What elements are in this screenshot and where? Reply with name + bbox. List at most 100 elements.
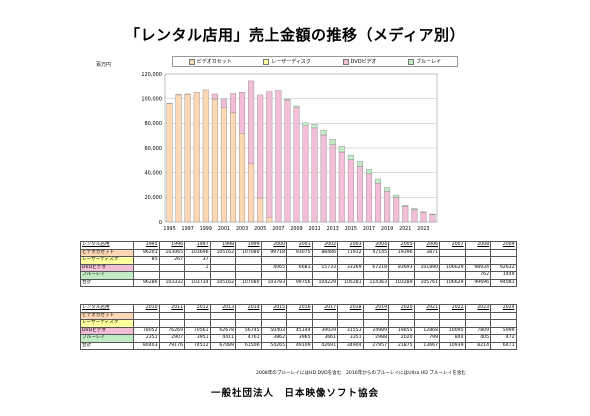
table-cell <box>184 311 211 320</box>
table2-row-bd: ブルーレイ 2351 2907 3951 4411 4761 3862 3965 3661 335… <box>80 334 517 343</box>
bar-video-1995 <box>166 103 173 223</box>
table2-row-total: 合計 80403 79176 74512 67089 61506 54265 49109 426… <box>80 341 517 350</box>
bar-bd-2011 <box>311 124 318 129</box>
table-cell: 10095 <box>439 326 466 335</box>
bar-dvd-2006 <box>266 91 273 218</box>
table-cell: 6681 <box>286 263 313 272</box>
table-year-header: 2003 <box>337 241 364 250</box>
table-cell <box>311 319 338 328</box>
table-cell: 33369 <box>337 263 364 272</box>
table-cell <box>184 271 211 280</box>
table-year-header: 2008 <box>464 241 491 250</box>
table-cell: 19396 <box>388 248 415 257</box>
table-year-header: 2001 <box>286 241 313 250</box>
table-cell: 45144 <box>286 326 313 335</box>
table-year-header: 2011 <box>158 304 185 313</box>
bar-video-2000 <box>211 98 218 223</box>
bar-dvd-2001 <box>220 98 227 108</box>
table-cell <box>413 311 440 320</box>
table-year-header: 2020 <box>388 304 415 313</box>
table-cell: 7809 <box>464 326 491 335</box>
bar-bd-2016 <box>356 161 363 167</box>
table-cell: 70561 <box>184 326 211 335</box>
table-cell: 6471 <box>490 341 517 350</box>
table-cell: 31553 <box>337 326 364 335</box>
table-cell: 4761 <box>235 334 262 343</box>
x-tick-label: 2009 <box>290 226 302 232</box>
table-cell: 15733 <box>311 263 338 272</box>
table-cell <box>362 271 389 280</box>
table-row-label: DVDビデオ <box>80 326 134 335</box>
bar-video-1996 <box>175 94 182 223</box>
table-cell <box>337 319 364 328</box>
table-year-header: 2021 <box>413 304 440 313</box>
table-cell: 67218 <box>362 263 389 272</box>
bar-video-1997 <box>184 93 191 223</box>
x-tick-label: 2023 <box>417 226 429 232</box>
table-cell <box>311 271 338 280</box>
table-year-header: 1996 <box>158 241 185 250</box>
table-cell <box>337 311 364 320</box>
table-row-label: 合計 <box>80 341 134 350</box>
table-cell <box>209 319 236 328</box>
legend-swatch-bd <box>408 58 415 65</box>
table-cell: 83693 <box>388 263 415 272</box>
table-cell: 472 <box>490 334 517 343</box>
table-cell: 3965 <box>286 334 313 343</box>
y-tick-label: 120,000 <box>141 72 162 78</box>
table-cell <box>464 248 491 257</box>
legend-label-bd: ブルーレイ <box>416 59 442 65</box>
legend-swatch-video <box>188 58 195 65</box>
table-cell <box>439 311 466 320</box>
table-cell: 844 <box>439 334 466 343</box>
table-year-header: 2002 <box>311 241 338 250</box>
x-tick-label: 1995 <box>163 226 175 232</box>
table-year-header: 2022 <box>439 304 466 313</box>
table2-row-dvd: DVDビデオ 78052 76269 70561 62678 56745 50403 4514… <box>80 326 517 335</box>
legend-item-dvd: DVDビデオ <box>342 58 377 65</box>
x-tick-label: 1997 <box>182 226 194 232</box>
table-cell: 76269 <box>158 326 185 335</box>
table-cell <box>362 256 389 265</box>
table-cell <box>209 256 236 265</box>
table-cell: 67089 <box>209 341 236 350</box>
legend-swatch-dvd <box>342 58 349 65</box>
table-cell <box>439 248 466 257</box>
table-cell: 105761 <box>413 278 440 287</box>
table-cell: 103734 <box>184 278 211 287</box>
table-cell: 101890 <box>413 263 440 272</box>
bar-bd-2017 <box>366 169 372 175</box>
bar-dvd-2011 <box>311 127 318 223</box>
bar-dvd-2009 <box>293 107 300 223</box>
bar-dvd-2022 <box>411 209 418 223</box>
bar-dvd-2014 <box>338 151 345 223</box>
table-cell <box>388 311 415 320</box>
table-cell: 2351 <box>133 334 160 343</box>
table-corner-label: レンタル店用 <box>80 304 134 313</box>
legend-swatch-ld <box>263 58 270 65</box>
table-cell <box>260 319 287 328</box>
table1-row-ld: レーザーディスク 85 267 37 <box>80 256 517 265</box>
table-cell: 103696 <box>184 248 211 257</box>
table-cell: 99756 <box>286 278 313 287</box>
bar-video-2005 <box>257 197 264 223</box>
table-cell <box>184 319 211 328</box>
table-year-header: 2005 <box>388 241 415 250</box>
table-cell: 13667 <box>413 341 440 350</box>
table-cell <box>490 256 517 265</box>
y-tick-label: 100,000 <box>141 96 162 102</box>
bar-video-2001 <box>220 107 227 223</box>
table-cell: 19855 <box>388 326 415 335</box>
bar-dvd-2019 <box>384 191 391 223</box>
table-cell: 267 <box>158 256 185 265</box>
table-cell: 21875 <box>388 341 415 350</box>
table-cell <box>464 319 491 328</box>
y-tick-label: 0 <box>159 220 162 226</box>
table-cell: 107080 <box>235 248 262 257</box>
legend-label-dvd: DVDビデオ <box>350 59 377 65</box>
bar-dvd-2017 <box>366 173 372 223</box>
table1-header-row: レンタル店用 1995 1996 1997 1998 1999 2000 2001 2002 20… <box>80 241 517 250</box>
table-cell: 105162 <box>209 278 236 287</box>
table-year-header: 2014 <box>235 304 262 313</box>
bar-video-1999 <box>202 89 209 223</box>
